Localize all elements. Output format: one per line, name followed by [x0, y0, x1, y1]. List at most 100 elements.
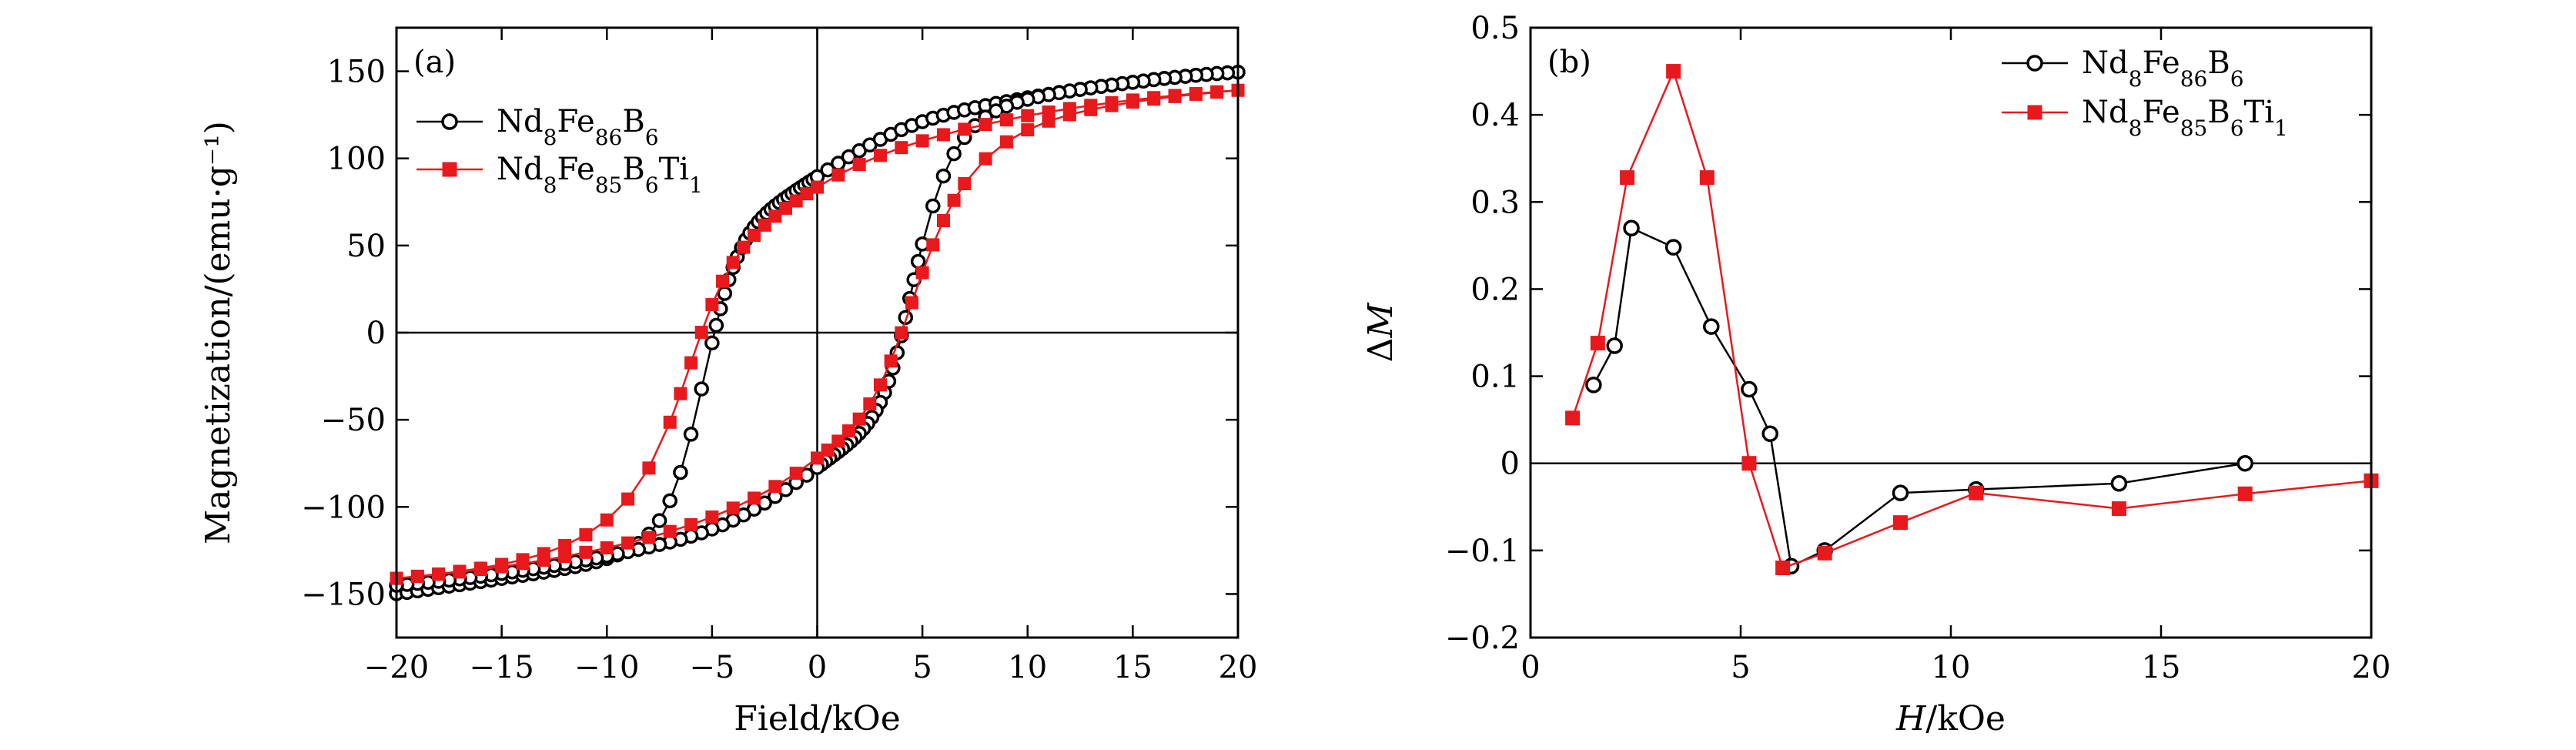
y-tick-label: −100	[301, 490, 386, 525]
data-point	[441, 113, 458, 130]
data-point	[1892, 484, 1909, 501]
data-point	[684, 517, 698, 531]
y-tick-label: −150	[301, 577, 386, 612]
chart-panel-b: 0 5 10 15 20 −0.2 −0.1 0 0.1 0.2 0.3 0.4 0.5 (b) H/kOe…	[1361, 11, 2390, 738]
y-axis-label: ΔM	[1361, 303, 1400, 363]
x-tick-label: 15	[1113, 650, 1153, 685]
data-point	[758, 218, 771, 232]
data-point	[674, 387, 687, 400]
data-point	[1021, 109, 1035, 122]
data-point	[1741, 456, 1757, 471]
data-point	[1126, 95, 1139, 109]
x-tick-label: 10	[1008, 650, 1047, 685]
data-point	[1147, 92, 1161, 106]
data-point	[1606, 337, 1623, 354]
y-axis-label: Magnetization/(emu·g⁻¹)	[199, 121, 238, 544]
data-point	[958, 122, 972, 136]
x-axis-label: Field/kOe	[734, 699, 900, 738]
data-point	[1062, 108, 1076, 122]
text-part: Fe	[557, 104, 594, 139]
data-point	[884, 354, 898, 368]
text-part: 6	[2230, 66, 2244, 92]
data-point	[811, 451, 824, 465]
data-point	[789, 194, 803, 208]
data-point	[947, 193, 961, 207]
x-tick-label: 5	[912, 650, 932, 685]
data-point	[1741, 380, 1758, 398]
data-point	[708, 317, 724, 333]
y-tick-label: 0.2	[1470, 272, 1520, 307]
data-point	[852, 412, 866, 426]
x-tick-label: −15	[469, 650, 534, 685]
text-part: Δ	[1361, 338, 1400, 363]
legend-item: Nd8Fe86B6	[417, 104, 659, 150]
data-point	[910, 253, 926, 270]
legend-label: Nd8Fe85B6Ti1	[497, 152, 703, 198]
data-point	[410, 570, 424, 584]
chart-panel-a: −20 −15 −10 −5 0 5 10 15 20−150−100−50050100150(…	[199, 26, 1258, 738]
data-point	[999, 113, 1013, 127]
x-tick-label: 15	[2142, 650, 2181, 685]
text-part: 8	[2129, 116, 2143, 141]
data-point	[831, 168, 845, 182]
y-tick-label: 100	[327, 142, 386, 177]
data-point	[1817, 545, 1832, 561]
data-point	[663, 524, 677, 538]
data-point	[789, 467, 803, 480]
data-point	[1565, 410, 1581, 426]
data-point	[683, 427, 699, 442]
data-point	[841, 424, 855, 438]
data-point	[1623, 219, 1640, 236]
legend-label: Nd8Fe85B6Ti1	[2082, 95, 2288, 141]
text-part: Ti	[2244, 95, 2274, 130]
x-axis-label: H/kOe	[1895, 699, 2006, 738]
text-part: 86	[595, 125, 623, 150]
data-point	[1761, 425, 1778, 442]
x-tick-label: 20	[1219, 650, 1258, 685]
data-point	[717, 286, 733, 301]
plot-frame	[395, 26, 1239, 639]
text-part: Nd	[2082, 95, 2129, 130]
y-tick-label: 150	[327, 55, 386, 90]
y-tick-label: 0.3	[1470, 185, 1520, 220]
data-point	[768, 480, 782, 494]
data-point	[979, 152, 992, 166]
data-point	[915, 134, 929, 148]
y-tick-label: 0	[366, 316, 386, 351]
text-part: 86	[2180, 66, 2208, 92]
x-tick-label: 20	[2352, 650, 2391, 685]
text-part: 8	[2129, 66, 2143, 92]
data-point	[726, 501, 740, 515]
series-Nd8Fe86B6	[1585, 219, 2253, 574]
data-point	[895, 326, 908, 340]
data-point	[1620, 170, 1635, 186]
data-point	[558, 550, 572, 564]
data-point	[1703, 318, 1720, 335]
data-point	[600, 541, 614, 554]
data-point	[2111, 501, 2126, 517]
data-point	[852, 158, 866, 172]
data-point	[811, 180, 824, 194]
data-point	[662, 493, 677, 509]
data-point	[895, 141, 908, 155]
y-tick-label: −0.1	[1445, 534, 1520, 569]
data-point	[748, 229, 761, 243]
data-point	[1585, 377, 1602, 393]
data-point	[705, 298, 719, 312]
data-point	[946, 146, 962, 162]
data-point	[651, 513, 667, 528]
data-point	[705, 510, 719, 524]
data-point	[1664, 239, 1682, 256]
data-point	[926, 238, 940, 252]
text-part: 85	[2180, 116, 2208, 141]
data-point	[915, 266, 929, 280]
data-point	[1168, 89, 1182, 103]
text-part: Nd	[2082, 45, 2129, 81]
text-part: B	[2207, 45, 2230, 81]
data-point	[800, 187, 814, 201]
data-point	[999, 135, 1013, 149]
data-point	[1892, 515, 1908, 531]
legend-item: Nd8Fe85B6Ti1	[2002, 95, 2288, 141]
